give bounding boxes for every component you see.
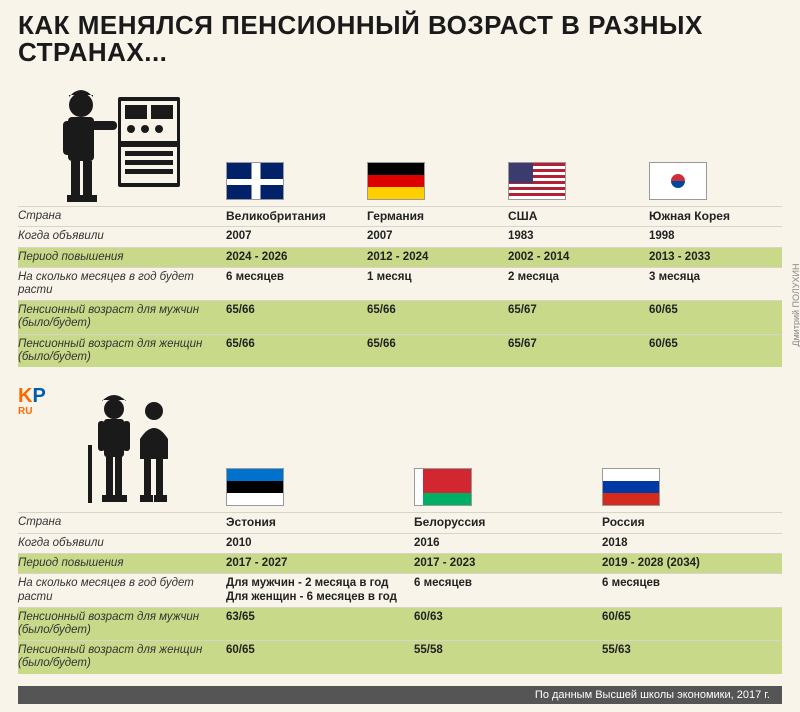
kp-logo: KP RU [18,385,74,423]
row-months: На сколько месяцев в год будет расти 6 м… [18,267,782,300]
block-2: KP RU [18,379,782,674]
row-country: Страна Великобритания Германия США Южная… [18,206,782,227]
flag-ee [226,468,284,506]
couple-illustration: KP RU [18,379,218,509]
flag-ru [602,468,660,506]
row2-women: Пенсионный возраст для женщин (было/буде… [18,640,782,673]
row2-announced: Когда объявили 2010 2016 2018 [18,533,782,553]
flag-kr [649,162,707,200]
row2-country: Страна Эстония Белоруссия Россия [18,512,782,533]
row2-period: Период повышения 2017 - 2027 2017 - 2023… [18,553,782,573]
row2-men: Пенсионный возраст для мужчин (было/буде… [18,607,782,640]
row2-months: На сколько месяцев в год будет расти Для… [18,573,782,606]
row-period: Период повышения 2024 - 2026 2012 - 2024… [18,247,782,267]
row-announced: Когда объявили 2007 2007 1983 1998 [18,226,782,246]
flag-de [367,162,425,200]
main-title: КАК МЕНЯЛСЯ ПЕНСИОННЫЙ ВОЗРАСТ В РАЗНЫХ … [18,12,782,67]
block-1: Страна Великобритания Германия США Южная… [18,73,782,368]
flag-us [508,162,566,200]
flag-by [414,468,472,506]
worker-illustration [18,73,218,203]
row-men: Пенсионный возраст для мужчин (было/буде… [18,300,782,333]
block1-flags [218,162,782,203]
flag-uk [226,162,284,200]
row-women: Пенсионный возраст для женщин (было/буде… [18,334,782,367]
block2-flags [218,468,782,509]
credit: Дмитрий ПОЛУХИН [791,264,800,347]
source-line: По данным Высшей школы экономики, 2017 г… [18,686,782,704]
